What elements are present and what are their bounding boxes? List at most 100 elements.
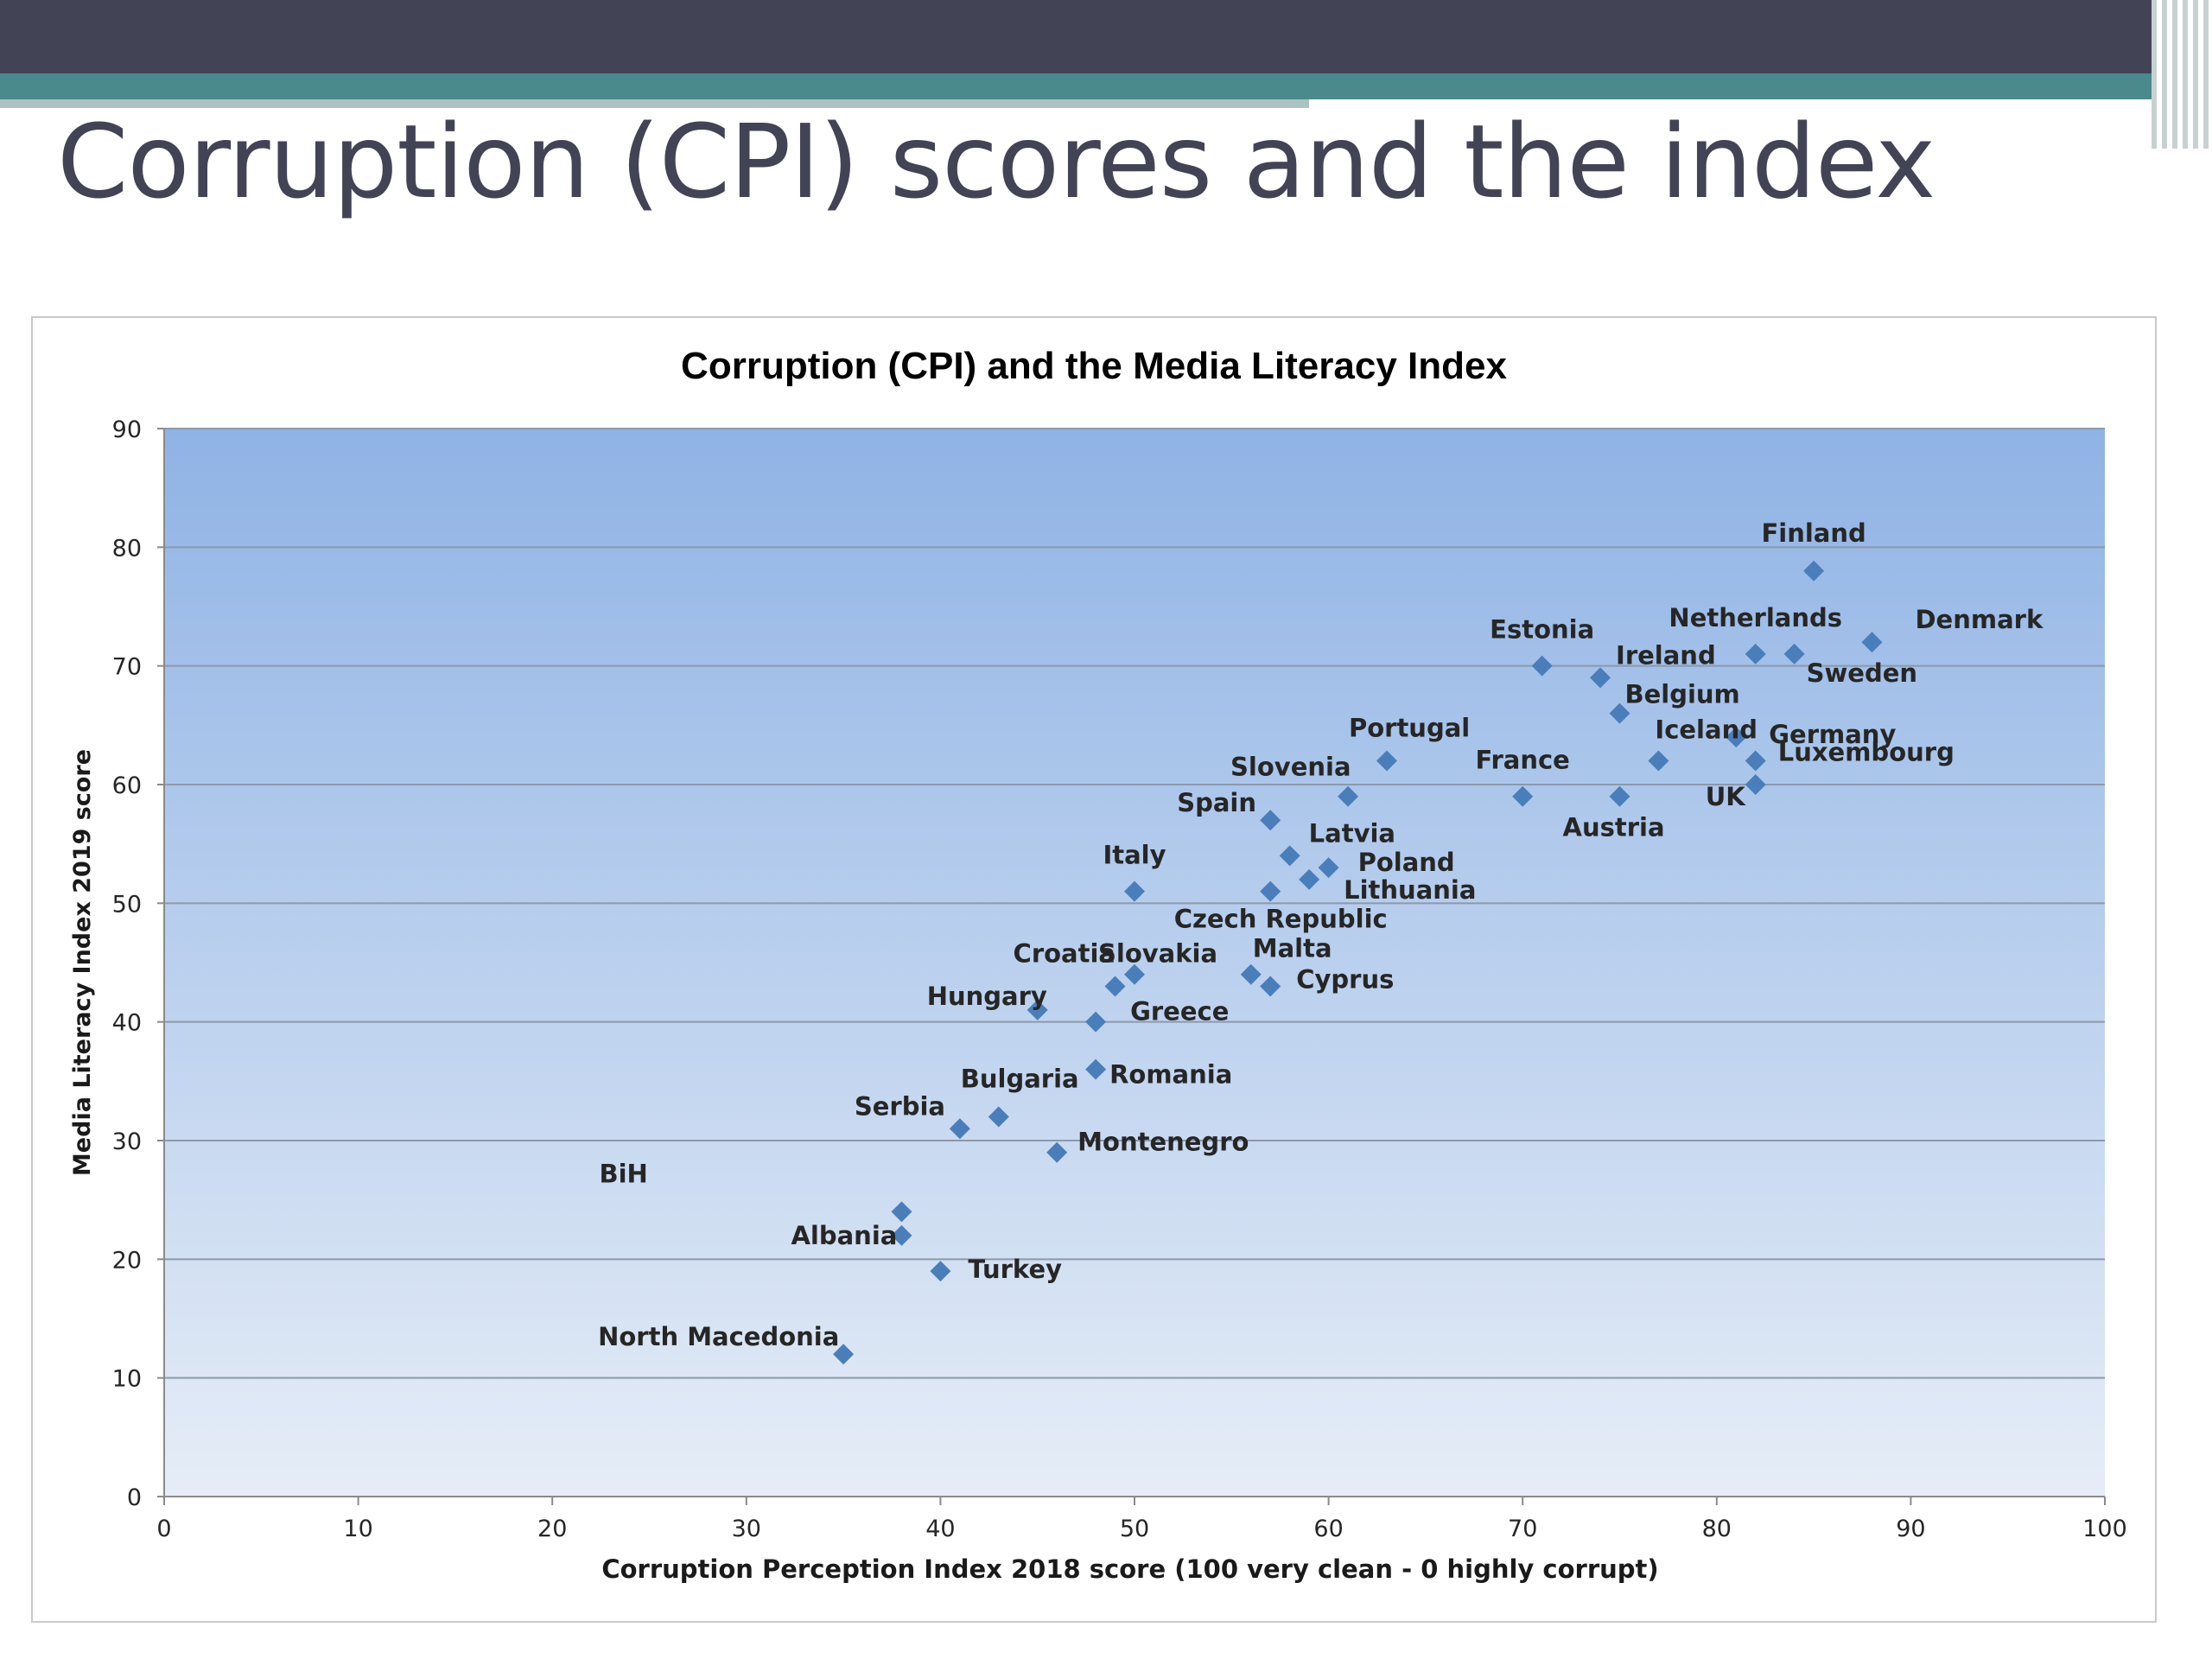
data-point-italy [1124, 880, 1145, 902]
chart-frame: 0 10 20 30 40 50 60 70 80 90 0 10 20 30 40 50 60 70 80 90 10… [31, 316, 2157, 1623]
point-label-uk: UK [1706, 782, 1747, 811]
point-label-spain: Spain [1177, 788, 1256, 817]
point-label-luxembourg: Luxembourg [1778, 738, 1955, 767]
point-label-austria: Austria [1563, 813, 1665, 842]
x-tick-label: 20 [537, 1516, 567, 1542]
y-tick-label: 20 [112, 1247, 142, 1274]
point-label-slovenia: Slovenia [1230, 753, 1351, 782]
data-point-spain [1260, 810, 1281, 831]
data-point-denmark [1861, 632, 1883, 653]
point-label-germany: Germany [1769, 720, 1896, 749]
data-point-albania [891, 1224, 912, 1246]
data-point-serbia [949, 1118, 970, 1140]
y-tick-label: 70 [112, 654, 142, 681]
data-point-czech-republic [1260, 880, 1281, 902]
point-label-estonia: Estonia [1490, 615, 1594, 645]
chart-title: Corruption (CPI) and the Media Literacy … [681, 345, 1507, 387]
point-label-denmark: Denmark [1915, 605, 2043, 634]
point-label-sweden: Sweden [1807, 658, 1917, 688]
y-tick-label: 0 [127, 1484, 142, 1511]
data-point-slovenia [1338, 785, 1359, 807]
data-point-slovakia [1124, 963, 1145, 985]
point-label-slovakia: Slovakia [1098, 939, 1217, 969]
point-label-ireland: Ireland [1616, 640, 1716, 670]
plot-area [164, 429, 2105, 1497]
x-tick-label: 60 [1313, 1516, 1343, 1542]
point-label-lithuania: Lithuania [1344, 875, 1476, 905]
point-label-latvia: Latvia [1309, 818, 1395, 848]
data-point-germany [1726, 727, 1747, 748]
data-point-north-macedonia [833, 1344, 855, 1365]
point-label-greece: Greece [1130, 997, 1229, 1027]
point-label-bulgaria: Bulgaria [961, 1065, 1079, 1094]
data-point-austria [1609, 785, 1630, 807]
data-point-cyprus [1260, 976, 1281, 997]
point-labels: Finland Denmark Netherlands Sweden Estonia Ir… [598, 518, 2044, 1351]
header-dark-band [0, 0, 2212, 73]
point-label-iceland: Iceland [1655, 715, 1758, 745]
data-point-netherlands [1745, 643, 1766, 664]
data-point-greece [1085, 1011, 1107, 1033]
x-tick-label: 80 [1702, 1516, 1732, 1542]
y-tick-label: 80 [112, 535, 142, 562]
point-label-malta: Malta [1253, 934, 1332, 963]
point-label-czech-republic: Czech Republic [1174, 905, 1388, 934]
data-point-finland [1803, 560, 1825, 582]
point-label-turkey: Turkey [968, 1255, 1062, 1284]
point-label-north-macedonia: North Macedonia [598, 1322, 839, 1351]
x-axis-label: Corruption Perception Index 2018 score (… [601, 1554, 1658, 1584]
y-tick-label: 50 [112, 891, 142, 918]
gridlines [164, 428, 2105, 1379]
point-label-croatia: Croatia [1014, 938, 1116, 968]
data-points [833, 560, 1883, 1365]
data-point-france [1512, 785, 1534, 807]
data-point-estonia [1531, 655, 1553, 677]
point-label-serbia: Serbia [855, 1091, 945, 1121]
data-point-bih [891, 1201, 912, 1223]
data-point-uk [1745, 774, 1766, 795]
point-label-bih: BiH [599, 1159, 647, 1188]
point-label-montenegro: Montenegro [1077, 1128, 1249, 1157]
data-point-romania [1085, 1058, 1107, 1080]
point-label-poland: Poland [1358, 848, 1455, 877]
y-axis-label: Media Literacy Index 2019 score [69, 749, 96, 1176]
data-point-croatia [1104, 976, 1126, 997]
x-tick-label: 10 [343, 1516, 372, 1542]
point-label-cyprus: Cyprus [1296, 964, 1394, 994]
y-tick-label: 30 [112, 1128, 142, 1155]
point-label-albania: Albania [791, 1221, 897, 1250]
x-tick-label: 50 [1120, 1516, 1149, 1542]
data-point-belgium [1609, 702, 1630, 724]
x-tick-label: 30 [732, 1516, 761, 1542]
header-decorative-line [1309, 120, 2048, 126]
data-point-luxembourg [1745, 750, 1766, 772]
y-tick-label: 60 [112, 772, 142, 799]
point-label-belgium: Belgium [1625, 680, 1740, 709]
y-tick-label: 10 [112, 1366, 142, 1393]
data-point-hungary [1027, 999, 1048, 1020]
data-point-turkey [930, 1261, 951, 1282]
point-label-netherlands: Netherlands [1669, 603, 1842, 632]
x-tick-label: 0 [156, 1516, 171, 1542]
data-point-lithuania [1299, 868, 1320, 890]
slide-title: Corruption (CPI) scores and the index [57, 102, 1936, 221]
data-point-montenegro [1046, 1141, 1068, 1163]
header-decorative-stripes [2152, 0, 2212, 149]
point-label-finland: Finland [1761, 518, 1866, 548]
x-tick-label: 100 [2082, 1516, 2127, 1542]
x-tick-label: 70 [1508, 1516, 1537, 1542]
y-tick-label: 90 [112, 416, 142, 443]
data-point-ireland [1590, 667, 1611, 689]
data-point-malta [1240, 963, 1262, 985]
x-tick-label: 90 [1896, 1516, 1925, 1542]
point-label-italy: Italy [1103, 841, 1166, 870]
header-teal-band [0, 73, 2212, 99]
scatter-chart: 0 10 20 30 40 50 60 70 80 90 0 10 20 30 40 50 60 70 80 90 10… [69, 345, 2127, 1584]
point-label-france: France [1476, 746, 1570, 775]
header-grey-band [0, 99, 1309, 108]
point-label-portugal: Portugal [1349, 714, 1470, 743]
y-tick-label: 40 [112, 1010, 142, 1037]
data-point-iceland [1648, 750, 1669, 772]
point-label-romania: Romania [1109, 1060, 1232, 1090]
data-point-poland [1318, 857, 1339, 879]
